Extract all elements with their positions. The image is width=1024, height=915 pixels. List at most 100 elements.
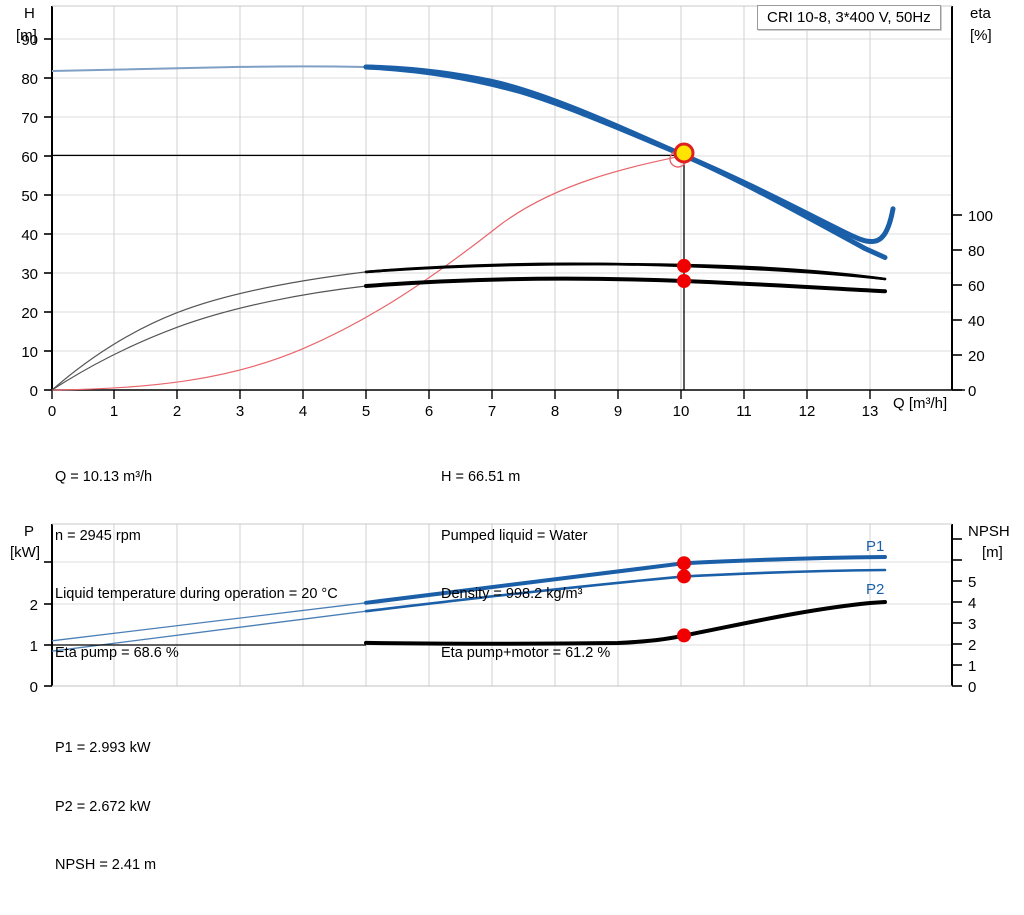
npsh-tick-3: 3	[968, 616, 976, 633]
x-tick-12: 12	[799, 403, 816, 420]
p1-curve-label: P1	[866, 538, 884, 555]
eta-pump-curve-apex	[364, 262, 887, 281]
p1-curve	[364, 555, 887, 605]
top-chart-x-ticks	[51, 390, 871, 399]
x-tick-10: 10	[673, 403, 690, 420]
x-tick-1: 1	[110, 403, 118, 420]
eta-pump-motor-curve-thin	[51, 285, 367, 391]
info-speed: n = 2945 rpm	[55, 527, 141, 544]
bottom-chart: P [kW] NPSH [m] 0 1 2 0 1 2 3 4 5	[10, 523, 1010, 696]
x-tick-5: 5	[362, 403, 370, 420]
bottom-chart-y-axis-name: P	[24, 523, 34, 540]
pump-curve-page: H [m] eta [%] Q [m³/h] 0 10 20 30 40 50 …	[10, 5, 1010, 873]
bottom-chart-npsh-ticks	[952, 538, 962, 687]
info-flow: Q = 10.13 m³/h	[55, 469, 153, 485]
eta-tick-80: 80	[968, 243, 985, 260]
info-npsh: NPSH = 2.41 m	[55, 857, 157, 873]
head-curve	[363, 64, 896, 244]
info-eta-pump-motor: Eta pump+motor = 61.2 %	[441, 644, 611, 661]
duty-point	[673, 142, 695, 164]
h-tick-80: 80	[21, 71, 38, 88]
info-liquid-temperature: Liquid temperature during operation = 20…	[55, 586, 338, 602]
duty-info-right-column: H = 66.51 m Pumped liquid = Water Densit…	[441, 429, 610, 702]
info-pumped-liquid: Pumped liquid = Water	[441, 527, 588, 544]
x-tick-8: 8	[551, 403, 559, 420]
bottom-chart-p-ticks	[44, 561, 52, 687]
x-tick-7: 7	[488, 403, 496, 420]
head-curve-duty	[363, 64, 888, 260]
eta-pump-motor-curve	[364, 276, 887, 294]
pump-performance-figure: H [m] eta [%] Q [m³/h] 0 10 20 30 40 50 …	[10, 5, 1010, 696]
npsh-curve	[364, 600, 887, 646]
bottom-chart-y2-axis-name: NPSH	[968, 523, 1010, 540]
h-tick-0: 0	[30, 383, 38, 400]
bottom-chart-vertical-gridlines	[113, 524, 871, 686]
eta-pump-curve-thin	[51, 271, 367, 391]
eta-pump-duty-marker	[677, 258, 691, 273]
p-tick-0: 0	[30, 679, 38, 696]
info-eta-pump: Eta pump = 68.6 %	[55, 644, 179, 661]
x-tick-9: 9	[614, 403, 622, 420]
npsh-tick-4: 4	[968, 595, 976, 612]
eta-tick-20: 20	[968, 348, 985, 365]
npsh-tick-5: 5	[968, 574, 976, 591]
info-p1: P1 = 2.993 kW	[55, 740, 151, 756]
bottom-chart-p-tick-labels: 0 1 2	[30, 597, 38, 696]
info-head: H = 66.51 m	[441, 469, 521, 485]
x-tick-11: 11	[736, 403, 752, 420]
top-chart-y2-axis-unit: [%]	[970, 27, 992, 44]
h-tick-30: 30	[21, 266, 38, 283]
h-tick-20: 20	[21, 305, 38, 322]
info-density: Density = 998.2 kg/m³	[441, 586, 583, 602]
npsh-tick-1: 1	[968, 658, 976, 675]
x-tick-13: 13	[862, 403, 879, 420]
p-tick-2: 2	[30, 597, 38, 614]
power-info-block: P1 = 2.993 kW P2 = 2.672 kW NPSH = 2.41 …	[55, 700, 156, 915]
h-tick-50: 50	[21, 188, 38, 205]
p2-curve	[364, 568, 887, 613]
h-tick-40: 40	[21, 227, 38, 244]
npsh-tick-2: 2	[968, 637, 976, 654]
info-p2: P2 = 2.672 kW	[55, 798, 151, 815]
eta-tick-40: 40	[968, 313, 985, 330]
h-tick-10: 10	[21, 344, 38, 361]
bottom-chart-y-axis-unit: [kW]	[10, 544, 40, 561]
p1-curve-thin	[51, 602, 367, 642]
top-chart-horizontal-gridlines	[52, 38, 952, 391]
x-tick-2: 2	[173, 403, 181, 420]
p2-curve-label: P2	[866, 581, 884, 598]
top-chart-y2-axis-name: eta	[970, 5, 992, 22]
top-chart-eta-tick-labels: 0 20 40 60 80 100	[968, 208, 993, 400]
head-curve-thin	[51, 65, 367, 72]
x-tick-6: 6	[425, 403, 433, 420]
top-chart-x-tick-labels: 0 1 2 3 4 5 6 7 8 9 10 11 12 13	[48, 403, 879, 420]
top-chart-y-axis-unit: [m]	[16, 27, 37, 44]
h-tick-90: 90	[21, 32, 38, 49]
top-chart-h-tick-labels: 0 10 20 30 40 50 60 70 80 90	[21, 32, 38, 400]
top-chart-h-ticks	[44, 38, 52, 391]
top-chart-eta-ticks	[952, 214, 962, 391]
p1-duty-marker	[677, 556, 691, 571]
p-tick-1: 1	[30, 638, 38, 655]
model-title-box: CRI 10-8, 3*400 V, 50Hz	[757, 5, 941, 30]
x-tick-0: 0	[48, 403, 56, 420]
npsh-duty-marker	[677, 628, 691, 643]
bottom-chart-npsh-tick-labels: 0 1 2 3 4 5	[968, 574, 976, 696]
npsh-tick-0: 0	[968, 679, 976, 696]
top-chart-x-axis-label: Q [m³/h]	[893, 395, 947, 412]
eta-pump-motor-duty-marker	[677, 274, 691, 288]
bottom-chart-y2-axis-unit: [m]	[982, 544, 1003, 561]
top-chart: H [m] eta [%] Q [m³/h] 0 10 20 30 40 50 …	[16, 5, 993, 420]
eta-tick-0: 0	[968, 383, 976, 400]
h-tick-60: 60	[21, 149, 38, 166]
top-chart-y-axis-name: H	[24, 5, 35, 22]
top-chart-vertical-gridlines	[113, 6, 871, 390]
p2-duty-marker	[677, 569, 691, 584]
eta-tick-60: 60	[968, 278, 985, 295]
x-tick-4: 4	[299, 403, 307, 420]
system-curve	[51, 154, 685, 391]
eta-tick-100: 100	[968, 208, 993, 225]
h-tick-70: 70	[21, 110, 38, 127]
x-tick-3: 3	[236, 403, 244, 420]
model-title-label: CRI 10-8, 3*400 V, 50Hz	[767, 9, 931, 26]
